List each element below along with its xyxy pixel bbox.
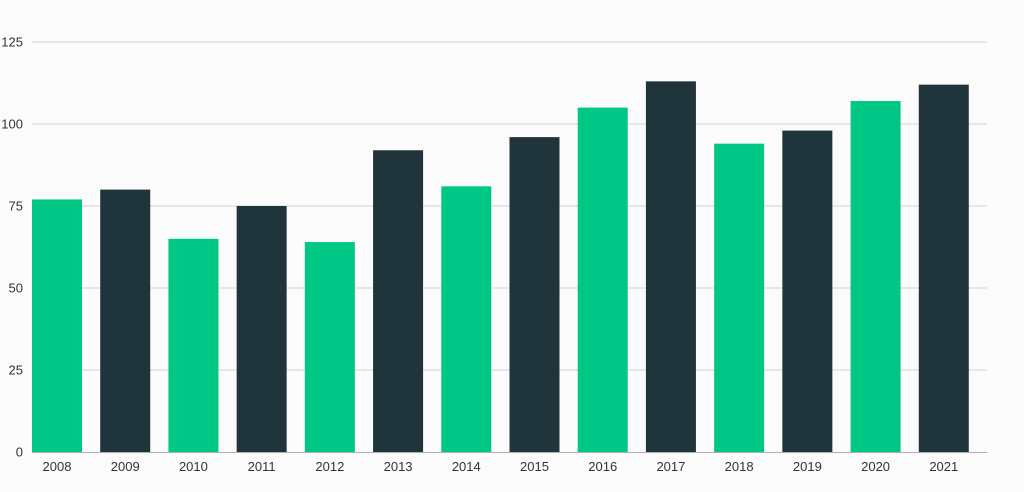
x-tick-label: 2009 bbox=[111, 459, 140, 474]
y-tick-label: 100 bbox=[1, 117, 23, 132]
bars bbox=[32, 81, 969, 453]
bar-2017 bbox=[645, 81, 696, 453]
x-tick-label: 2019 bbox=[793, 459, 822, 474]
bar-2019 bbox=[782, 130, 833, 452]
bar-2021 bbox=[918, 84, 969, 452]
x-tick-label: 2013 bbox=[384, 459, 413, 474]
y-tick-label: 125 bbox=[1, 35, 23, 50]
x-tick-label: 2018 bbox=[725, 459, 754, 474]
x-tick-label: 2010 bbox=[179, 459, 208, 474]
y-tick-label: 25 bbox=[9, 363, 23, 378]
x-tick-label: 2020 bbox=[861, 459, 890, 474]
x-tick-label: 2012 bbox=[315, 459, 344, 474]
bar-2020 bbox=[850, 101, 901, 452]
bar-2012 bbox=[304, 242, 355, 452]
x-tick-label: 2008 bbox=[43, 459, 72, 474]
bar-2010 bbox=[168, 238, 219, 452]
x-tick-label: 2016 bbox=[588, 459, 617, 474]
bar-2016 bbox=[577, 107, 628, 452]
bar-2018 bbox=[714, 143, 765, 452]
bar-2014 bbox=[441, 186, 492, 452]
x-tick-label: 2011 bbox=[248, 459, 276, 474]
x-tick-label: 2015 bbox=[520, 459, 549, 474]
y-tick-label: 0 bbox=[16, 445, 23, 460]
bar-2009 bbox=[100, 189, 151, 452]
bar-2008 bbox=[32, 199, 83, 452]
bar-2015 bbox=[509, 137, 560, 452]
x-tick-label: 2014 bbox=[452, 459, 481, 474]
bar-2013 bbox=[373, 150, 424, 453]
y-axis-ticks: 0 25 50 75 100 125 bbox=[1, 35, 23, 460]
y-tick-label: 50 bbox=[9, 281, 23, 296]
x-tick-label: 2021 bbox=[929, 459, 958, 474]
bar-2011 bbox=[236, 206, 287, 452]
x-tick-label: 2017 bbox=[656, 459, 685, 474]
y-tick-label: 75 bbox=[9, 199, 23, 214]
x-axis-ticks: 2008 2009 2010 2011 2012 2013 2014 2015 2016 2017… bbox=[43, 459, 959, 474]
